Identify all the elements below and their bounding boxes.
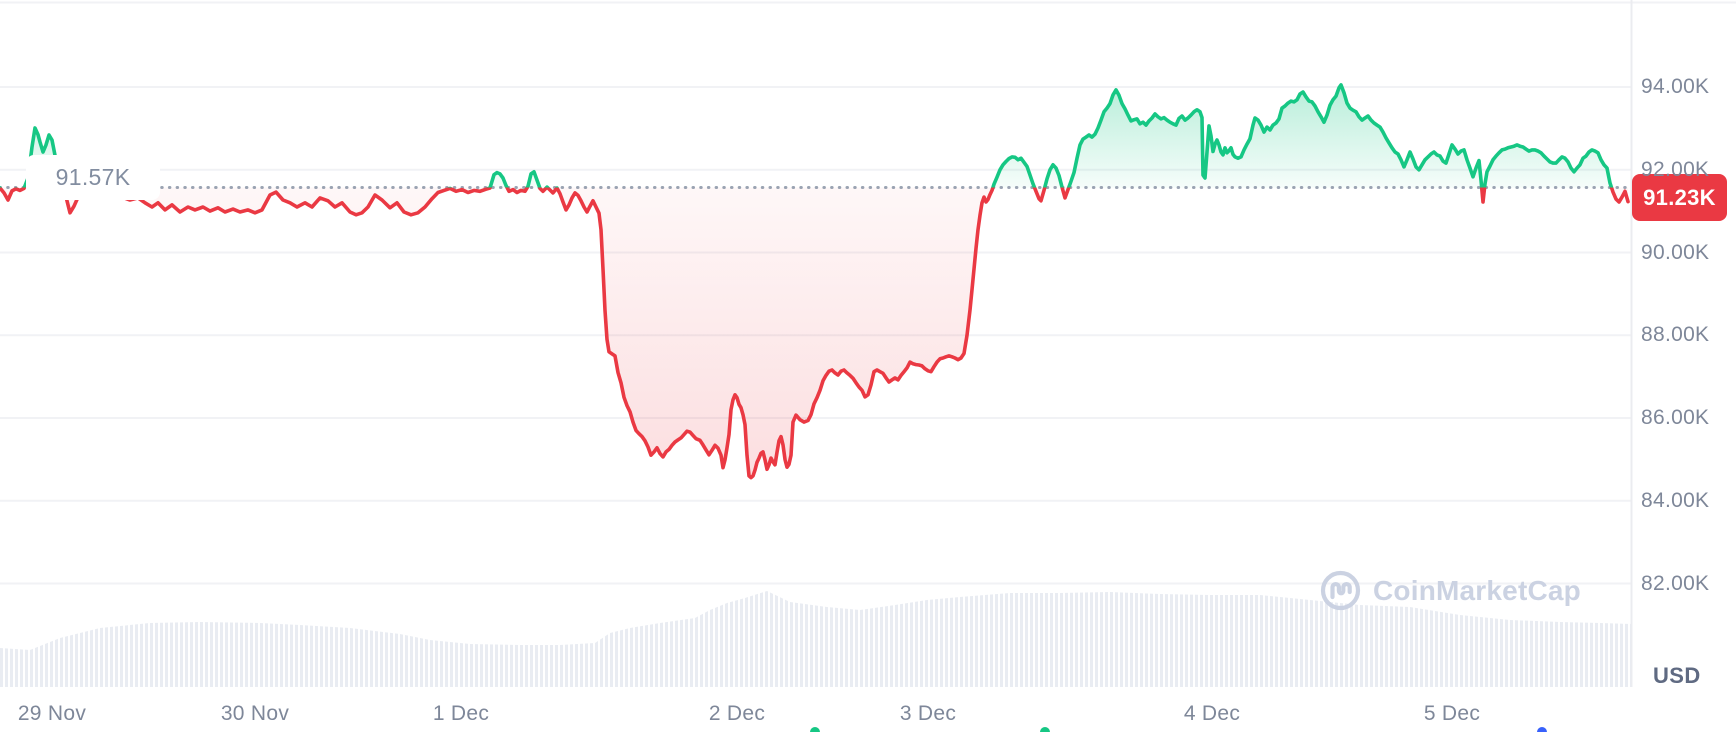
price-line <box>0 83 1633 480</box>
x-tick-label: 29 Nov <box>17 702 87 725</box>
y-tick-label: 94.00K <box>1641 75 1710 98</box>
event-marker-dot[interactable] <box>1040 727 1050 732</box>
currency-label: USD <box>1653 663 1701 688</box>
current-price-value: 91.23K <box>1643 184 1716 210</box>
y-tick-label: 90.00K <box>1641 240 1710 264</box>
baseline-price-label: 91.57K <box>26 155 160 200</box>
coinmarketcap-watermark: CoinMarketCap <box>1320 570 1581 611</box>
y-tick-label: 82.00K <box>1641 571 1710 595</box>
y-tick-label: 86.00K <box>1641 406 1710 429</box>
y-tick-label: 88.00K <box>1641 323 1710 347</box>
current-price-badge: 91.23K <box>1632 174 1727 221</box>
x-tick-label: 4 Dec <box>1183 702 1241 725</box>
x-tick-label: 3 Dec <box>899 702 957 725</box>
event-marker-dot[interactable] <box>810 727 820 732</box>
watermark-text: CoinMarketCap <box>1373 574 1581 606</box>
volume-area <box>0 591 1631 687</box>
x-tick-label: 5 Dec <box>1423 702 1481 725</box>
x-tick-label: 30 Nov <box>220 702 290 725</box>
event-marker-dot[interactable] <box>1537 727 1547 732</box>
y-tick-label: 84.00K <box>1641 488 1710 512</box>
y-tick-label: 92.00K <box>1641 157 1710 181</box>
x-tick-label: 2 Dec <box>708 702 766 725</box>
x-tick-label: 1 Dec <box>432 702 490 725</box>
baseline-price-value: 91.57K <box>55 164 131 190</box>
coinmarketcap-logo-icon <box>1320 570 1361 611</box>
